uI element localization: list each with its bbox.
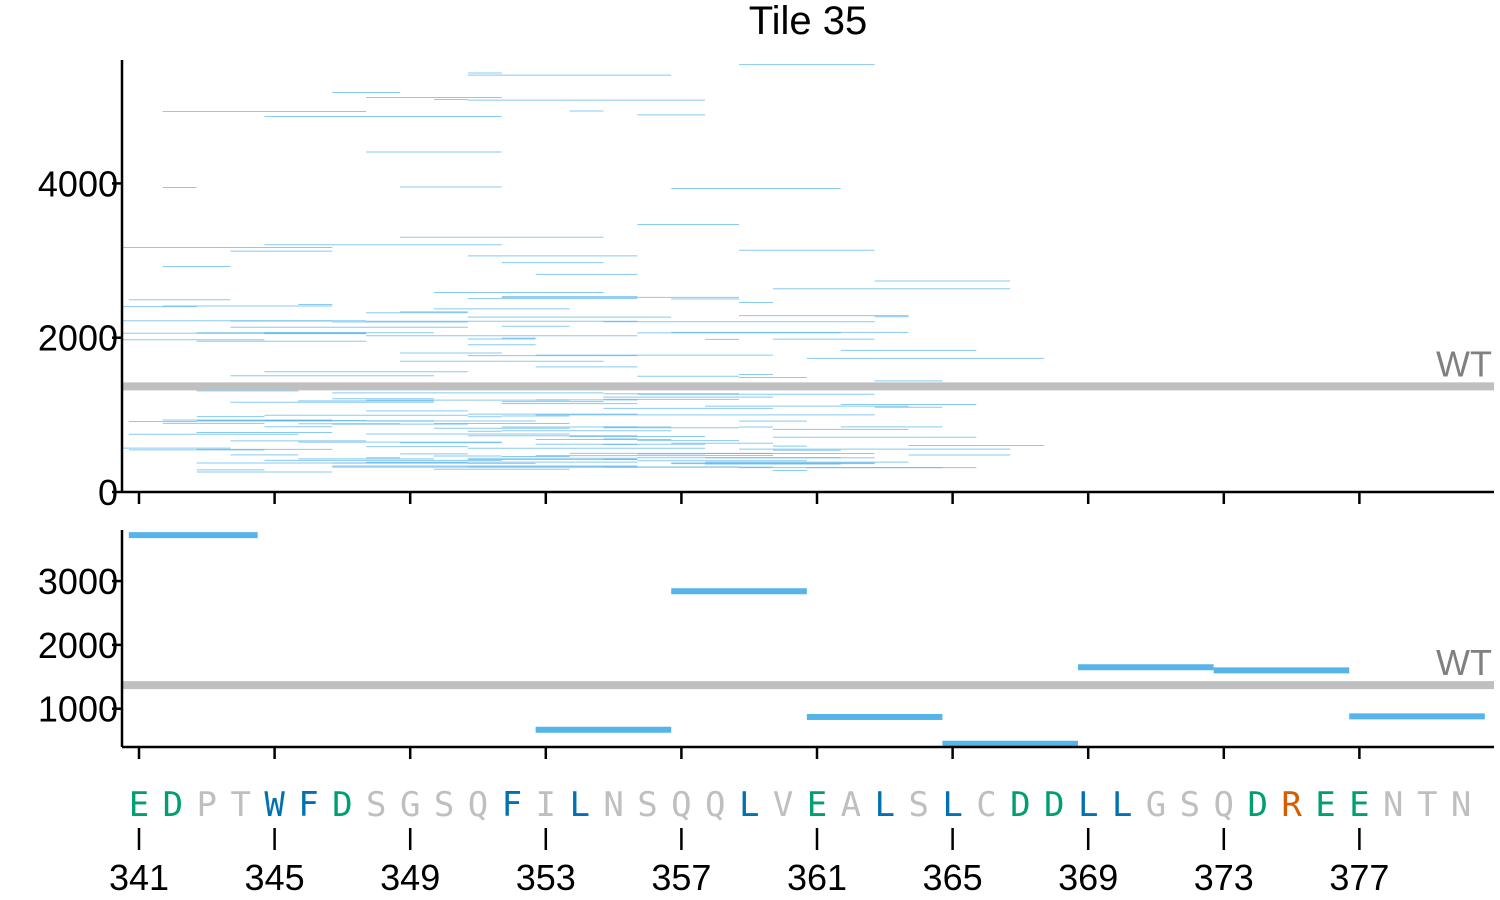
x-axis: 341 345 349 353 357 361 365 369 373 377 xyxy=(109,828,1389,898)
top-panel-segments xyxy=(122,64,1045,473)
residue-letter: S xyxy=(434,785,454,825)
residue-letter: N xyxy=(1383,785,1403,825)
x-tick-label: 361 xyxy=(787,857,847,898)
y-tick-label: 3000 xyxy=(38,561,118,602)
y-tick-label: 2000 xyxy=(38,318,118,359)
residue-letter: E xyxy=(129,785,149,825)
residue-letter: E xyxy=(1349,785,1369,825)
residue-letter: F xyxy=(502,785,522,825)
residue-letter: T xyxy=(1417,785,1437,825)
residue-letter: E xyxy=(1315,785,1335,825)
residue-letter: Q xyxy=(1214,785,1234,825)
y-tick-label: 4000 xyxy=(38,163,118,204)
top-panel: WT 0 2000 4000 xyxy=(38,60,1494,513)
x-tick-label: 353 xyxy=(516,857,576,898)
residue-letter: G xyxy=(1146,785,1166,825)
residue-letter: D xyxy=(332,785,352,825)
residue-letter: D xyxy=(1010,785,1030,825)
wt-label: WT xyxy=(1436,642,1492,683)
residue-letter: L xyxy=(875,785,895,825)
x-tick-label: 369 xyxy=(1058,857,1118,898)
y-tick-label: 1000 xyxy=(38,689,118,730)
residue-letter: D xyxy=(1247,785,1267,825)
residue-letter: D xyxy=(163,785,183,825)
x-tick-label: 373 xyxy=(1194,857,1254,898)
x-tick-label: 341 xyxy=(109,857,169,898)
wt-label: WT xyxy=(1436,343,1492,384)
residue-letter: R xyxy=(1281,785,1302,825)
x-tick-label: 365 xyxy=(923,857,983,898)
residue-letter: L xyxy=(942,785,962,825)
residue-letter: T xyxy=(230,785,250,825)
residue-letter: I xyxy=(536,785,556,825)
x-tick-label: 377 xyxy=(1329,857,1389,898)
residue-letter: L xyxy=(739,785,759,825)
residue-letter: D xyxy=(1044,785,1064,825)
bottom-panel: WT 1000 2000 3000 xyxy=(38,530,1494,759)
residue-letter: L xyxy=(1078,785,1098,825)
residue-letter: Q xyxy=(705,785,725,825)
y-tick-label: 0 xyxy=(98,472,118,513)
residue-letter: A xyxy=(841,785,861,825)
residue-letter: N xyxy=(603,785,623,825)
residue-letter: E xyxy=(807,785,827,825)
residue-letter: Q xyxy=(468,785,488,825)
residue-letter: G xyxy=(400,785,420,825)
residue-letter: S xyxy=(366,785,386,825)
residue-letter: L xyxy=(1112,785,1132,825)
residue-letter: S xyxy=(637,785,657,825)
x-tick-label: 349 xyxy=(380,857,440,898)
x-tick-label: 357 xyxy=(651,857,711,898)
chart-title: Tile 35 xyxy=(749,0,868,43)
residue-letter: V xyxy=(773,785,793,825)
residue-letter: Q xyxy=(671,785,691,825)
y-tick-label: 2000 xyxy=(38,625,118,666)
residue-letter: P xyxy=(197,785,217,825)
residue-letter: N xyxy=(1451,785,1471,825)
residue-letter: S xyxy=(1180,785,1200,825)
residue-letter: F xyxy=(298,785,318,825)
residue-letter: C xyxy=(976,785,996,825)
residue-letter: W xyxy=(264,785,285,825)
residue-letter: S xyxy=(908,785,928,825)
x-tick-label: 345 xyxy=(245,857,305,898)
residue-letter: L xyxy=(569,785,589,825)
